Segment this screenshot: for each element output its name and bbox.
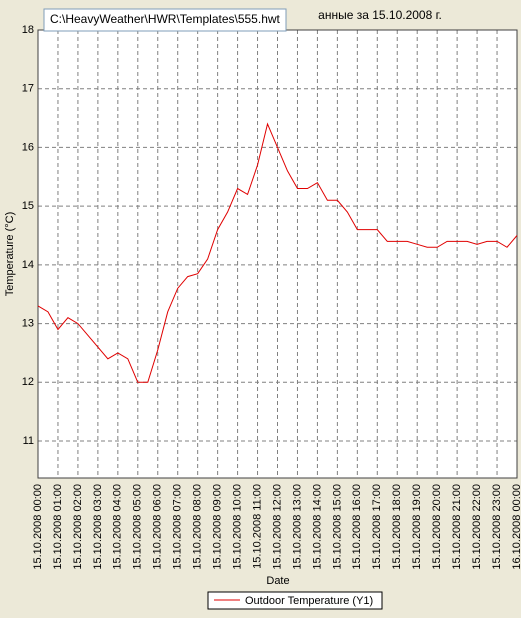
x-tick-label: 15.10.2008 23:00 bbox=[491, 484, 503, 570]
y-tick-label: 16 bbox=[22, 141, 34, 153]
x-tick-label: 15.10.2008 12:00 bbox=[271, 484, 283, 570]
y-tick-label: 17 bbox=[22, 83, 34, 95]
x-tick-label: 15.10.2008 18:00 bbox=[391, 484, 403, 570]
x-tick-label: 15.10.2008 22:00 bbox=[471, 484, 483, 570]
x-tick-label: 15.10.2008 06:00 bbox=[152, 484, 164, 570]
x-tick-label: 15.10.2008 11:00 bbox=[251, 484, 263, 569]
x-tick-label: 15.10.2008 00:00 bbox=[32, 484, 44, 570]
x-tick-label: 15.10.2008 19:00 bbox=[411, 484, 423, 570]
legend bbox=[207, 591, 383, 610]
tooltip bbox=[43, 8, 287, 32]
plot-area: 11 12 13 14 15 16 17 18 15.10.2008 00:00 15.10.20… bbox=[22, 24, 521, 570]
x-tick-label: 15.10.2008 03:00 bbox=[92, 484, 104, 570]
y-tick-label: 11 bbox=[23, 435, 34, 447]
y-tick-label: 14 bbox=[22, 259, 34, 271]
x-tick-label: 15.10.2008 09:00 bbox=[212, 484, 224, 570]
y-axis-label: Temperature (°C) bbox=[4, 212, 16, 296]
x-tick-label: 15.10.2008 16:00 bbox=[351, 484, 363, 570]
x-tick-label: 15.10.2008 14:00 bbox=[311, 484, 323, 570]
y-tick-label: 15 bbox=[22, 200, 34, 212]
x-tick-label: 16.10.2008 00:00 bbox=[511, 484, 521, 570]
x-tick-label: 15.10.2008 01:00 bbox=[52, 484, 64, 570]
x-tick-label: 15.10.2008 17:00 bbox=[371, 484, 383, 570]
x-axis-label: Date bbox=[266, 575, 289, 587]
y-tick-label: 12 bbox=[22, 376, 34, 388]
legend-label: Outdoor Temperature (Y1) bbox=[245, 595, 373, 607]
tooltip-text: C:\HeavyWeather\HWR\Templates\555.hwt bbox=[50, 12, 281, 26]
x-tick-label: 15.10.2008 04:00 bbox=[112, 484, 124, 570]
y-tick-label: 13 bbox=[22, 317, 34, 329]
data-line bbox=[37, 122, 518, 383]
y-tick-label: 18 bbox=[22, 24, 34, 36]
x-tick-label: 15.10.2008 20:00 bbox=[431, 484, 443, 570]
x-tick-label: 15.10.2008 02:00 bbox=[72, 484, 84, 570]
x-tick-label: 15.10.2008 15:00 bbox=[331, 484, 343, 570]
x-tick-label: 15.10.2008 07:00 bbox=[172, 484, 184, 570]
x-tick-label: 15.10.2008 21:00 bbox=[451, 484, 463, 570]
x-tick-label: 15.10.2008 05:00 bbox=[132, 484, 144, 570]
x-tick-label: 15.10.2008 08:00 bbox=[192, 484, 204, 570]
x-tick-label: 15.10.2008 13:00 bbox=[291, 484, 303, 570]
x-tick-label: 15.10.2008 10:00 bbox=[231, 484, 243, 570]
chart-title: анные за 15.10.2008 г. bbox=[318, 8, 442, 22]
